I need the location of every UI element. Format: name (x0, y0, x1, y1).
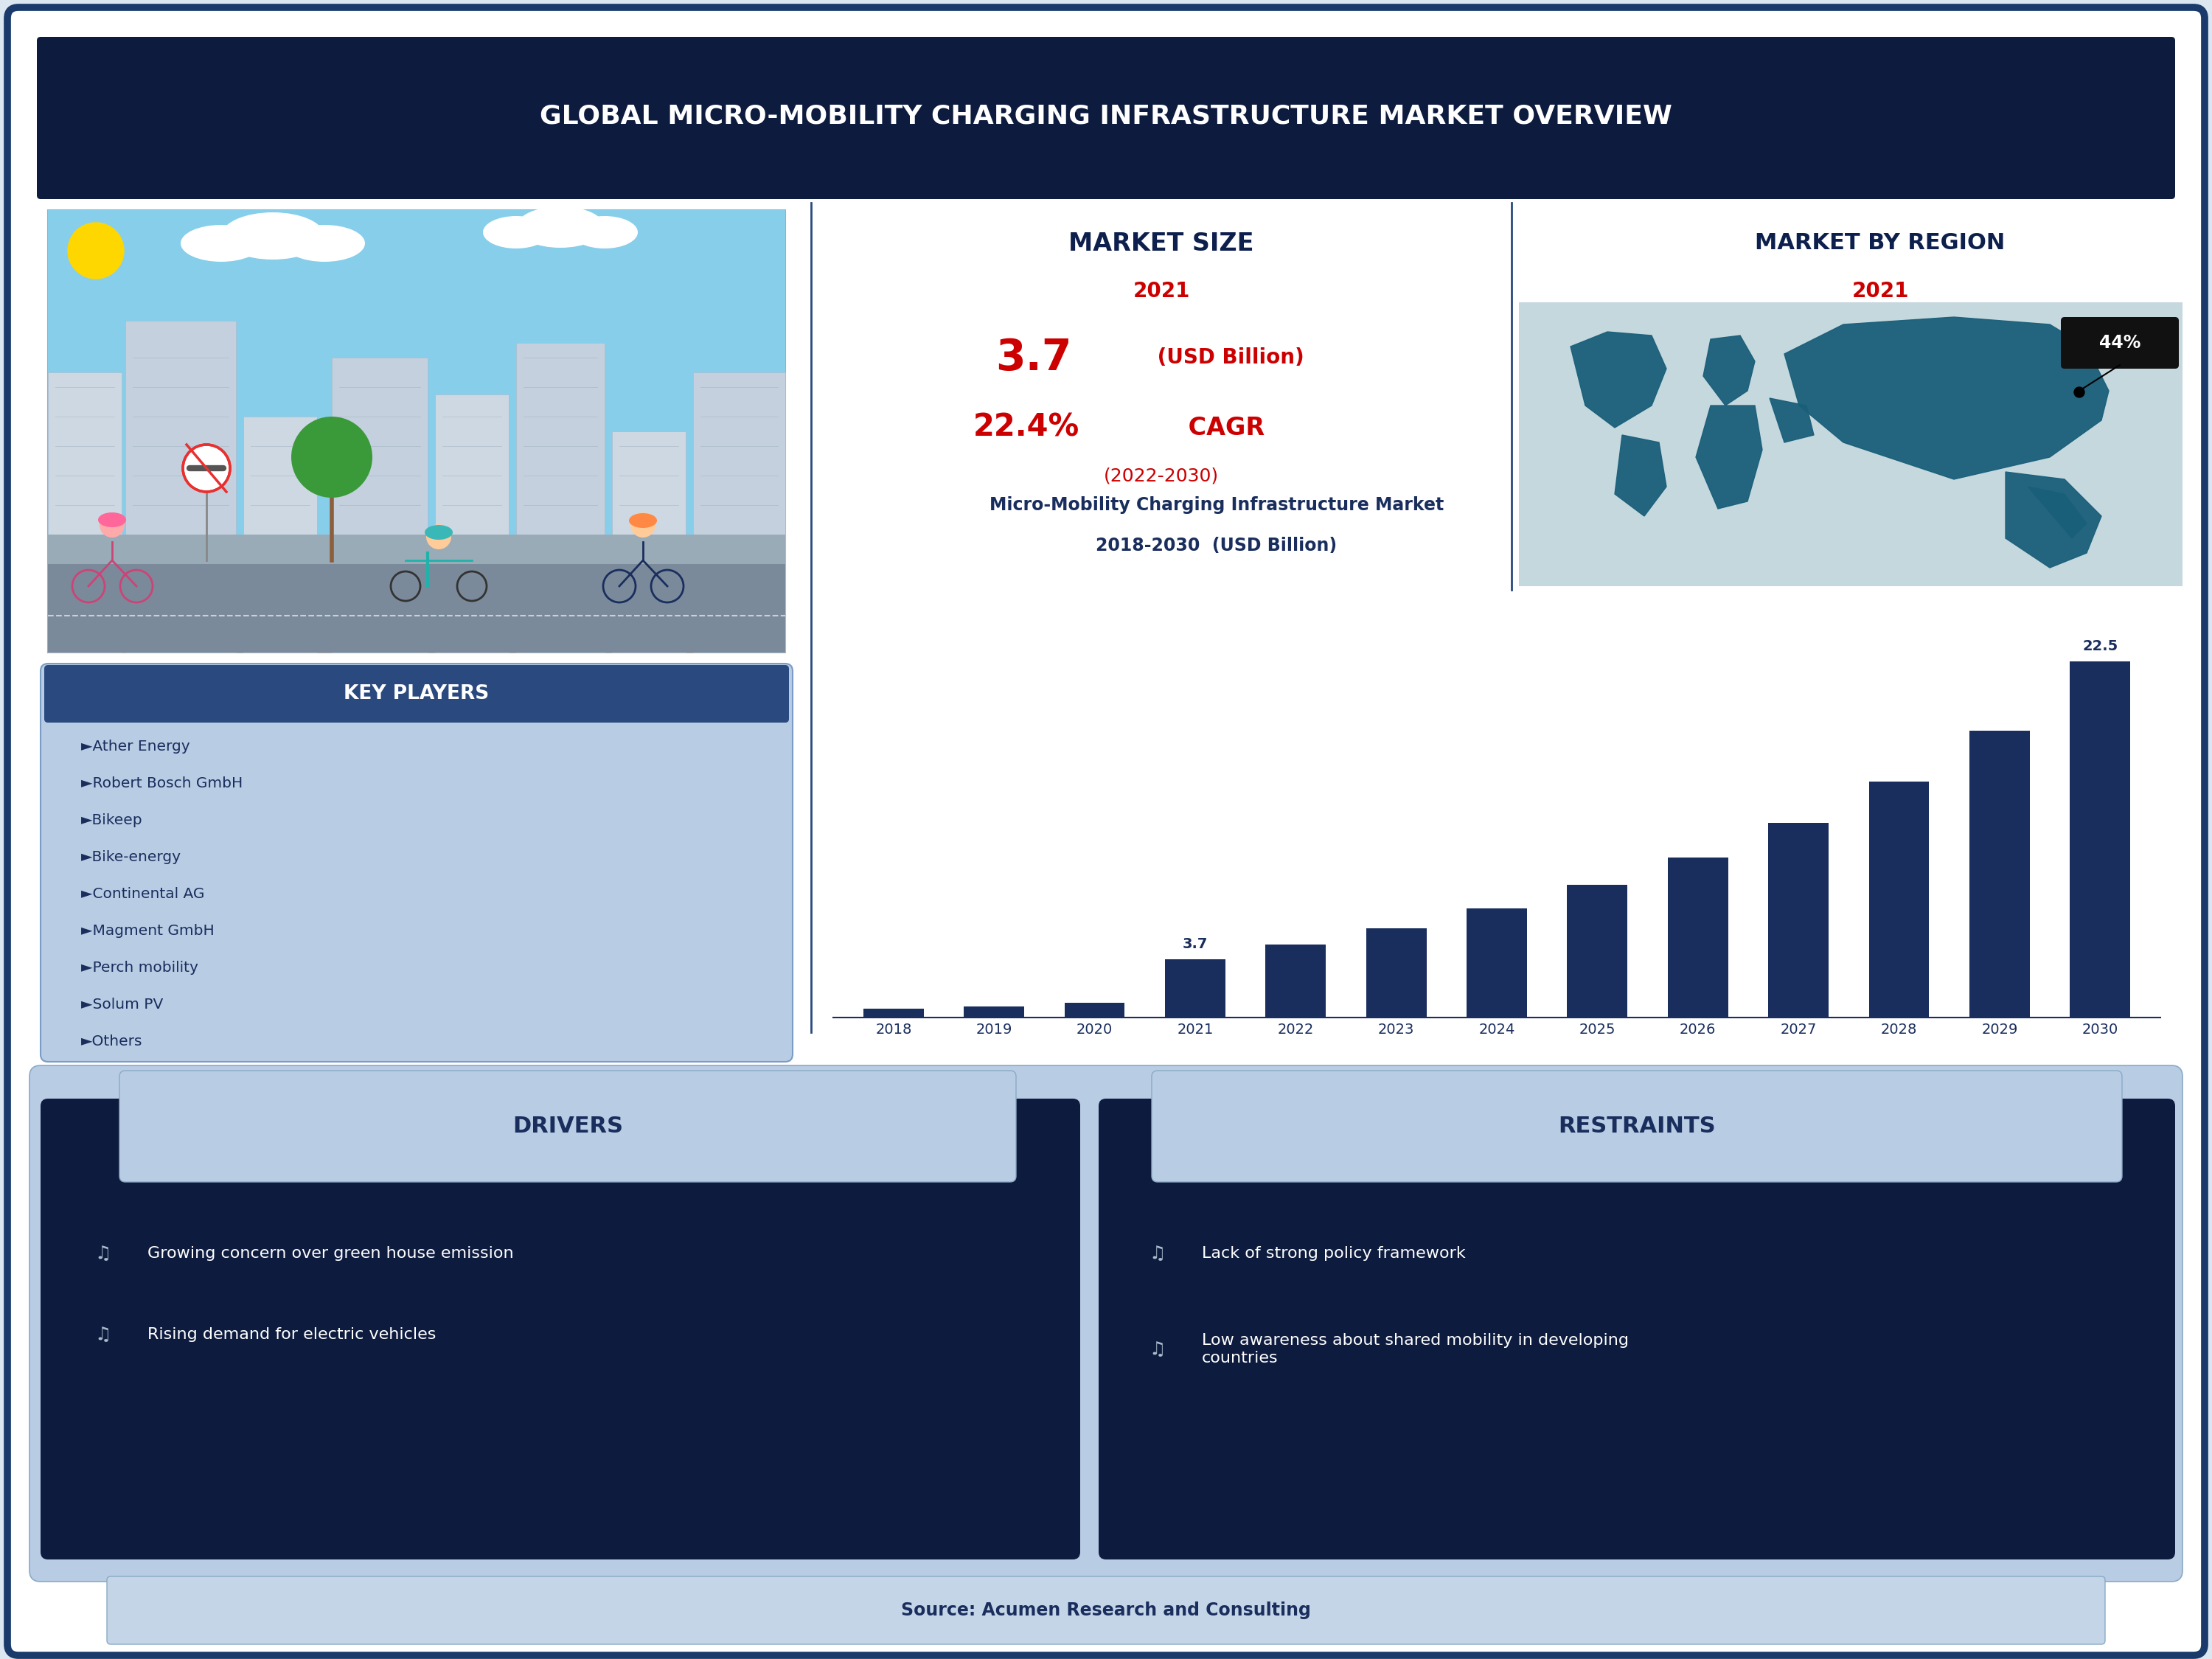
Text: (2022-2030): (2022-2030) (1104, 466, 1219, 484)
Text: ►Robert Bosch GmbH: ►Robert Bosch GmbH (82, 776, 243, 790)
Text: Lack of strong policy framework: Lack of strong policy framework (1201, 1246, 1467, 1261)
Text: 2018-2030  (USD Billion): 2018-2030 (USD Billion) (1095, 538, 1338, 554)
FancyBboxPatch shape (29, 1065, 2183, 1581)
Bar (49, 211, 785, 652)
Text: 44%: 44% (2099, 333, 2141, 352)
Bar (1367, 927, 1427, 1017)
Text: CAGR: CAGR (1179, 415, 1265, 440)
Polygon shape (1571, 332, 1666, 428)
FancyBboxPatch shape (106, 1576, 2106, 1644)
Bar (1869, 781, 1929, 1017)
Bar (863, 1009, 925, 1017)
Bar (515, 343, 604, 652)
Polygon shape (2006, 471, 2101, 567)
Bar (49, 372, 122, 652)
FancyBboxPatch shape (7, 7, 2205, 1656)
Ellipse shape (571, 216, 637, 249)
Text: ♫: ♫ (95, 1326, 111, 1344)
Text: ►Others: ►Others (82, 1034, 142, 1048)
Ellipse shape (515, 206, 604, 247)
Text: 22.4%: 22.4% (973, 411, 1079, 443)
Text: KEY PLAYERS: KEY PLAYERS (343, 684, 489, 703)
Text: GLOBAL MICRO-MOBILITY CHARGING INFRASTRUCTURE MARKET OVERVIEW: GLOBAL MICRO-MOBILITY CHARGING INFRASTRU… (540, 103, 1672, 128)
Polygon shape (1785, 317, 2108, 479)
Bar (692, 372, 785, 652)
Bar (1467, 907, 1526, 1017)
Bar (49, 534, 785, 564)
Text: Rising demand for electric vehicles: Rising demand for electric vehicles (148, 1327, 436, 1342)
Text: Growing concern over green house emission: Growing concern over green house emissio… (148, 1246, 513, 1261)
Ellipse shape (425, 524, 453, 539)
Text: ►Bike-energy: ►Bike-energy (82, 849, 181, 864)
Ellipse shape (628, 513, 657, 528)
Text: ►Perch mobility: ►Perch mobility (82, 961, 199, 974)
FancyBboxPatch shape (49, 211, 785, 652)
FancyBboxPatch shape (38, 36, 2174, 199)
Bar (1265, 944, 1325, 1017)
Text: 3.7: 3.7 (995, 337, 1071, 378)
FancyBboxPatch shape (40, 664, 792, 1062)
FancyBboxPatch shape (119, 1070, 1015, 1181)
Circle shape (100, 513, 124, 538)
Ellipse shape (283, 226, 365, 262)
Bar (1520, 302, 2183, 586)
Circle shape (2075, 387, 2084, 398)
Circle shape (630, 513, 655, 538)
Text: ♫: ♫ (1150, 1340, 1166, 1359)
Text: ♫: ♫ (95, 1244, 111, 1262)
Polygon shape (1697, 405, 1763, 509)
Bar (1166, 959, 1225, 1017)
Text: Micro-Mobility Charging Infrastructure Market: Micro-Mobility Charging Infrastructure M… (989, 496, 1444, 514)
Text: Low awareness about shared mobility in developing
countries: Low awareness about shared mobility in d… (1201, 1334, 1628, 1365)
Text: ►Bikeep: ►Bikeep (82, 813, 144, 826)
Polygon shape (1770, 398, 1814, 443)
FancyBboxPatch shape (1099, 1098, 2174, 1559)
Text: 22.5: 22.5 (2081, 639, 2117, 654)
Bar (1064, 1002, 1124, 1017)
Polygon shape (1703, 335, 1754, 405)
Bar (243, 416, 316, 652)
Text: ►Solum PV: ►Solum PV (82, 997, 164, 1012)
Bar (613, 431, 686, 652)
FancyBboxPatch shape (2062, 317, 2179, 368)
Text: 2021: 2021 (1851, 280, 1909, 302)
Text: ♫: ♫ (1150, 1244, 1166, 1262)
Ellipse shape (482, 216, 549, 249)
Bar (2070, 662, 2130, 1017)
Polygon shape (2028, 486, 2086, 538)
Bar (436, 395, 509, 652)
Bar (126, 320, 237, 652)
Bar (1767, 823, 1829, 1017)
Text: DRIVERS: DRIVERS (513, 1117, 624, 1138)
Bar (49, 557, 785, 652)
FancyBboxPatch shape (1152, 1070, 2121, 1181)
Text: Source: Acumen Research and Consulting: Source: Acumen Research and Consulting (900, 1601, 1312, 1619)
FancyBboxPatch shape (40, 1098, 1079, 1559)
Polygon shape (1615, 435, 1666, 516)
Circle shape (184, 445, 230, 491)
Text: (USD Billion): (USD Billion) (1150, 347, 1305, 368)
Text: ►Continental AG: ►Continental AG (82, 886, 204, 901)
Text: RESTRAINTS: RESTRAINTS (1557, 1117, 1717, 1138)
Bar (1668, 858, 1728, 1017)
Ellipse shape (97, 513, 126, 528)
Ellipse shape (221, 212, 325, 259)
Ellipse shape (181, 226, 261, 262)
Text: ►Magment GmbH: ►Magment GmbH (82, 924, 215, 937)
Text: ►Ather Energy: ►Ather Energy (82, 740, 190, 753)
Circle shape (292, 416, 372, 498)
Bar (964, 1005, 1024, 1017)
Text: MARKET BY REGION: MARKET BY REGION (1754, 232, 2006, 254)
Bar (1969, 732, 2031, 1017)
Circle shape (69, 222, 124, 279)
Bar (332, 358, 427, 652)
FancyBboxPatch shape (44, 665, 790, 723)
Bar (1566, 884, 1628, 1017)
Circle shape (427, 524, 451, 549)
Text: MARKET SIZE: MARKET SIZE (1068, 231, 1254, 255)
Text: 2021: 2021 (1133, 280, 1190, 302)
Text: 3.7: 3.7 (1183, 937, 1208, 951)
